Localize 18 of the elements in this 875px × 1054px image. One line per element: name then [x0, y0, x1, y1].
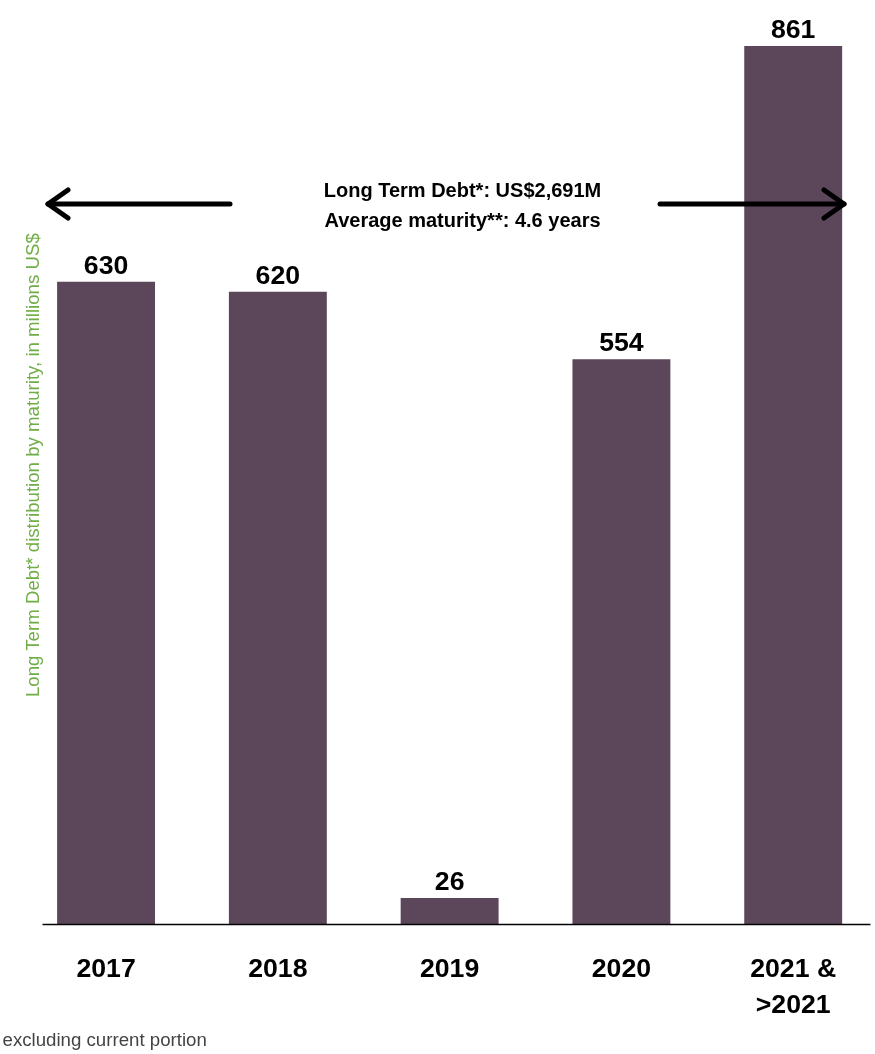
annotation: Average maturity**: 4.6 years — [324, 208, 601, 231]
x-tick-label: 2020 — [591, 952, 652, 983]
bar — [400, 897, 499, 925]
x-tick-label: 2019 — [419, 952, 480, 983]
data-label: 861 — [770, 13, 816, 44]
data-label: 554 — [599, 327, 644, 358]
data-label: 630 — [83, 249, 129, 280]
bar — [572, 359, 671, 925]
x-tick-label: 2021 & >2021 — [750, 952, 837, 1019]
text: excluding current portion — [2, 1028, 207, 1050]
annotation: Long Term Debt*: US$2,691M — [323, 178, 602, 201]
y-axis-title: Long Term Debt* distribution by maturity, in millions US$ — [21, 232, 43, 698]
bar — [57, 281, 156, 925]
x-tick-label: 2017 — [76, 952, 136, 983]
bar — [228, 291, 327, 925]
data-label: 620 — [255, 259, 301, 290]
x-tick-label: 2018 — [248, 952, 308, 983]
data-label: 26 — [434, 865, 465, 896]
